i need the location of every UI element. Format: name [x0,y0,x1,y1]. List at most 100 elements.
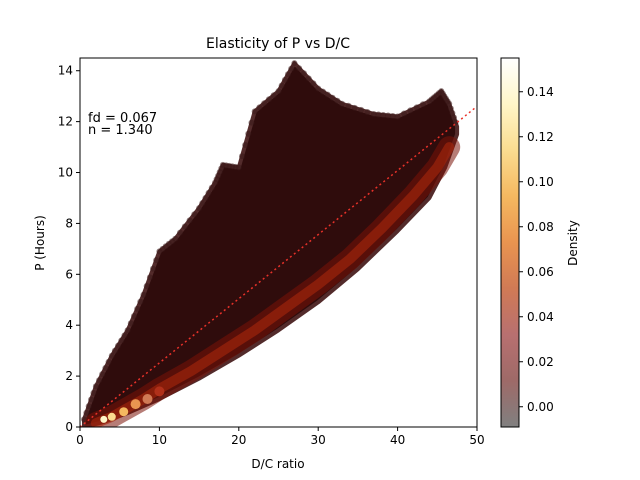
x-tick-label: 20 [231,433,246,447]
scatter-point [296,65,303,72]
scatter-point [83,409,90,416]
scatter-point [102,365,109,371]
density-hotspot [107,412,116,421]
scatter-point [285,71,291,78]
colorbar-tick-label: 0.00 [527,400,554,414]
colorbar [500,57,520,428]
colorbar-axis: 0.00 0.02 0.04 0.06 0.08 0.10 0.12 0.14 [519,85,554,414]
scatter-point [245,130,252,137]
scatter-point [401,110,407,117]
point-cloud [81,60,461,427]
scatter-point [315,85,322,92]
scatter-point [118,337,125,344]
scatter-point [420,101,426,108]
scatter-point [99,371,106,378]
scatter-point [137,298,144,305]
scatter-point [90,389,97,396]
scatter-point [266,96,272,103]
scatter-point [300,70,307,77]
density-hotspot [142,394,153,404]
y-tick-label: 8 [65,216,73,230]
scatter-point [358,106,365,113]
scatter-point [407,107,414,114]
x-tick-label: 40 [390,433,405,447]
scatter-point [339,100,345,107]
scatter-point [140,291,147,298]
scatter-point [310,80,317,87]
scatter-point [248,119,255,126]
scatter-point [177,229,183,236]
scatter-point [124,327,131,334]
scatter-point [345,102,352,109]
scatter-point [131,313,137,319]
density-hotspot [100,415,108,423]
scatter-point [394,113,401,120]
fit-line [80,105,477,427]
scatter-point [181,223,188,230]
annotation-fd: fd = 0.067 [88,111,157,126]
chart-title: Elasticity of P vs D/C [206,36,350,52]
scatter-point [108,352,115,359]
scatter-point [270,92,277,99]
scatter-point [121,332,128,339]
scatter-point [446,100,453,107]
scatter-point [205,189,212,196]
scatter-point [235,164,242,171]
x-tick-label: 10 [152,433,167,447]
scatter-point [385,112,392,119]
scatter-point [370,111,377,117]
colorbar-tick-label: 0.08 [527,220,554,234]
plot-frame [79,57,478,428]
y-tick-label: 4 [65,318,73,332]
scatter-point [329,94,336,101]
scatter-point [150,265,156,272]
scatter-point [447,105,454,112]
scatter-point [281,76,288,83]
scatter-point [85,403,92,410]
y-tick-label: 6 [65,267,73,281]
scatter-point [275,88,282,95]
x-tick-label: 50 [469,433,484,447]
scatter-point [208,184,215,191]
scatter-point [111,347,118,354]
scatter-point [278,82,285,89]
scatter-point [324,91,331,98]
scatter-point [364,109,371,115]
colorbar-label: Density [566,220,580,266]
scatter-point [256,104,263,111]
scatter-point [291,60,298,67]
y-tick-label: 10 [58,166,73,180]
y-tick-label: 14 [58,64,73,78]
density-hotspot [154,386,165,397]
density-hotspot [119,407,129,417]
scatter-point [288,65,295,72]
scatter-point [96,377,103,384]
scatter-point [242,142,249,148]
scatter-point [334,97,341,104]
scatter-point [452,119,459,126]
scatter-point [88,396,95,403]
scatter-point [351,104,358,111]
scatter-point [451,114,457,121]
scatter-point [202,195,209,201]
x-tick-label: 30 [311,433,326,447]
density-hotspot [130,399,141,410]
x-axis-label: D/C ratio [251,457,304,471]
scatter-point [172,235,179,242]
colorbar-tick-label: 0.04 [527,310,554,324]
x-axis: 0 10 20 30 40 50 [76,427,485,447]
scatter-point [261,100,268,107]
scatter-point [375,111,382,118]
annotation-n: n = 1.340 [88,123,153,138]
colorbar-tick-label: 0.02 [527,355,554,369]
scatter-point [239,153,245,160]
scatter-point [320,88,326,95]
fit-line-group [80,105,477,427]
scatter-point [92,383,99,390]
x-tick-label: 0 [76,433,84,447]
scatter-point [186,217,193,224]
scatter-point [127,320,134,327]
scatter-point [199,200,206,207]
scatter-point [105,358,112,365]
